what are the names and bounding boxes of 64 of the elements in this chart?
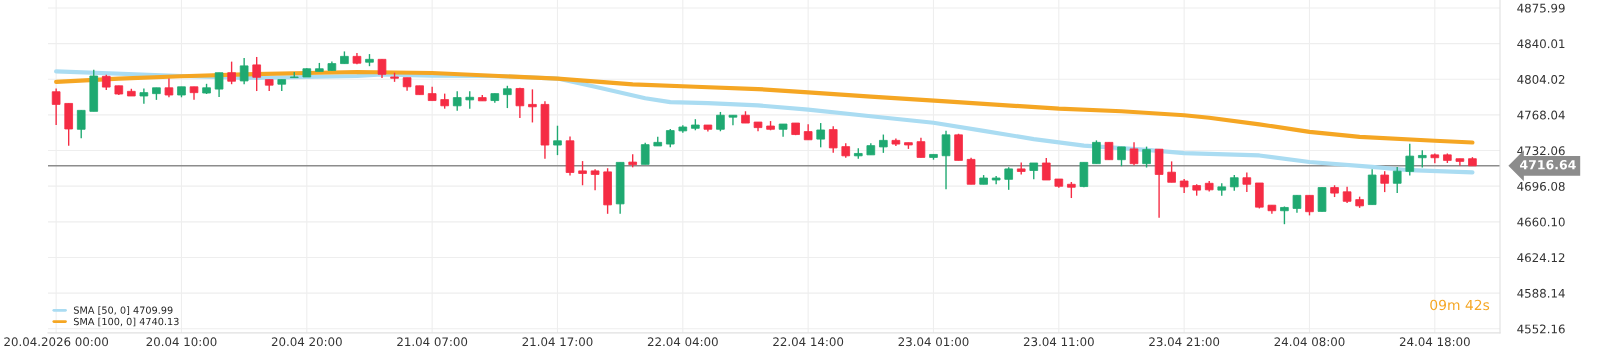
candlestick [503,85,512,109]
y-tick-label: 4624.12 [1517,253,1565,263]
x-tick-label: 23.04 21:00 [1149,337,1220,347]
candlestick [590,168,600,191]
candlestick [1129,141,1139,166]
x-tick-label: 22.04 14:00 [773,337,844,347]
candlestick [578,160,587,186]
y-tick-label: 4588.14 [1517,288,1565,298]
x-tick-label: 21.04 07:00 [397,337,468,347]
candlestick [377,58,387,79]
candlestick [1004,166,1013,191]
y-tick-label: 4660.10 [1517,217,1565,227]
candlestick [1317,186,1327,213]
candlestick [452,90,462,112]
legend-label: SMA [100, 0] 4740.13 [73,317,179,327]
y-tick-label: 4875.99 [1517,3,1565,13]
x-tick-label: 24.04 08:00 [1274,337,1345,347]
candlestick [828,125,838,154]
candlestick [665,128,675,149]
candlestick [139,87,149,105]
candlestick [941,130,951,190]
x-tick-label: 22.04 04:00 [647,337,718,347]
candlestick [528,88,537,124]
candlestick [1392,166,1402,194]
x-tick-label: 20.04.2026 00:00 [4,337,109,347]
candlestick [1405,142,1415,177]
y-tick-label: 4732.06 [1517,146,1565,156]
candlestick [227,60,236,85]
candlestick [76,109,86,139]
y-tick-label: 4552.16 [1517,324,1565,334]
x-tick-label: 21.04 17:00 [522,337,593,347]
candlestick [1305,194,1314,217]
candlestick [164,77,174,98]
y-tick-label: 4696.08 [1517,181,1565,191]
candlestick [816,122,825,149]
legend-label: SMA [50, 0] 4709.99 [73,306,173,315]
candlestick [1380,170,1389,193]
candlestick [553,125,562,156]
candlestick [716,111,725,132]
candlestick [214,72,224,98]
candlestick [1092,139,1101,165]
x-tick-label: 20.04 20:00 [271,337,342,347]
y-tick-label: 4768.04 [1517,110,1565,120]
candlestick [916,137,926,159]
candlestick [515,87,525,119]
candlestick [51,87,61,126]
candlestick [1142,145,1151,169]
candlestick [239,57,249,85]
annotation: 09m 42s [1430,299,1490,311]
x-tick-label: 23.04 11:00 [1023,337,1094,347]
candlestick [1117,146,1126,167]
candlestick [1242,171,1252,193]
x-tick-label: 23.04 01:00 [898,337,969,347]
candlestick [640,141,650,166]
candlestick [728,114,738,127]
y-tick-label: 4840.01 [1517,39,1565,49]
x-tick-label: 24.04 18:00 [1399,337,1470,347]
candlestick [252,56,261,92]
x-tick-label: 20.04 10:00 [146,337,217,347]
candlestick [879,133,888,154]
candlestick [1041,157,1051,181]
ref-line-label: 4716.64 [1520,159,1576,170]
candlestick [1167,160,1176,183]
y-tick-label: 4804.02 [1517,74,1565,84]
